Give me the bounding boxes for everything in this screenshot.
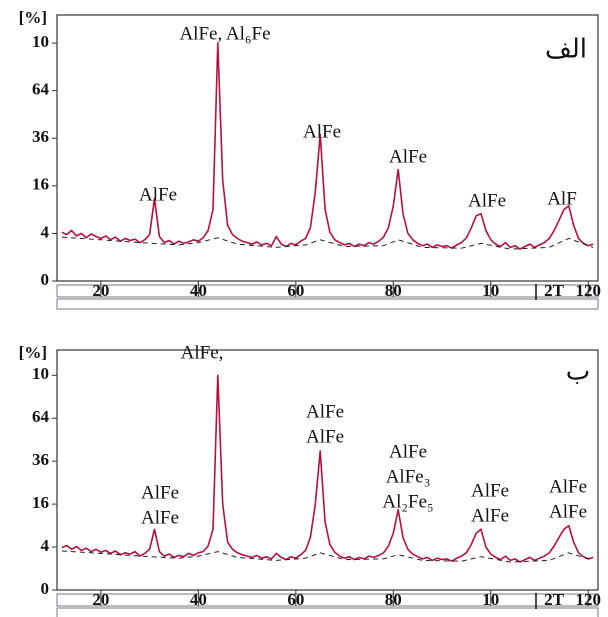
panel-label: الف <box>545 35 587 65</box>
panel-label: ب <box>566 357 590 387</box>
x-tick-label: 120 <box>576 281 602 300</box>
peak-label: AlFe <box>549 476 587 497</box>
y-tick-label: 36 <box>32 127 49 146</box>
x-tick-label: 60 <box>287 590 304 609</box>
peak-label: AlFe, Al₆Fe <box>179 23 270 44</box>
background-curve <box>61 550 594 563</box>
scale-strip <box>56 284 599 298</box>
x-tick-label: 120 <box>576 590 602 609</box>
background-curve <box>61 236 594 250</box>
y-tick-label: 64 <box>32 80 50 99</box>
peak-label: AlFe <box>549 501 587 522</box>
pattern-line <box>61 42 594 250</box>
peak-label: Al₂Fe₅ <box>382 491 433 512</box>
peak-label: AlFe <box>139 184 177 205</box>
peak-label: AlFe <box>468 190 506 211</box>
y-tick-label: 10 <box>32 364 49 383</box>
pattern-line <box>61 374 594 563</box>
peak-label: AlFe, <box>181 342 224 363</box>
scale-strip <box>56 298 599 310</box>
x-tick-label: 80 <box>385 590 402 609</box>
x-tick-label: 40 <box>190 281 207 300</box>
peak-label: AlFe <box>306 401 344 422</box>
y-axis-label: [%] <box>19 343 47 362</box>
x-tick-label: 10 <box>482 590 499 609</box>
x-axis-label: 2T <box>544 281 565 300</box>
y-tick-label: 16 <box>32 175 49 194</box>
scale-strip <box>56 593 599 607</box>
y-axis-label: [%] <box>19 8 47 27</box>
peak-label: AlFe₃ <box>386 466 431 487</box>
plot-frame <box>56 14 599 282</box>
plot-frame <box>56 349 599 591</box>
x-tick-label: 40 <box>190 590 207 609</box>
y-tick-label: 0 <box>41 579 50 598</box>
x-tick-label: 80 <box>385 281 402 300</box>
y-tick-label: 64 <box>32 407 50 426</box>
y-tick-label: 10 <box>32 32 49 51</box>
x-axis-label: 2T <box>544 590 565 609</box>
peak-label: AlFe <box>303 121 341 142</box>
x-tick-label: 20 <box>92 590 109 609</box>
y-tick-label: 36 <box>32 450 49 469</box>
y-tick-label: 16 <box>32 493 49 512</box>
peak-label: AlF <box>547 188 577 209</box>
peak-label: AlFe <box>389 441 427 462</box>
y-tick-label: 0 <box>41 270 50 289</box>
peak-label: AlFe <box>471 505 509 526</box>
peak-label: AlFe <box>389 146 427 167</box>
y-tick-label: 4 <box>41 536 50 555</box>
y-tick-label: 4 <box>41 222 50 241</box>
peak-label: AlFe <box>141 507 179 528</box>
x-tick-label: 60 <box>287 281 304 300</box>
x-tick-label: 10 <box>482 281 499 300</box>
x-tick-label: 20 <box>92 281 109 300</box>
scale-strip <box>56 607 599 617</box>
peak-label: AlFe <box>306 426 344 447</box>
peak-label: AlFe <box>141 482 179 503</box>
peak-label: AlFe <box>471 480 509 501</box>
